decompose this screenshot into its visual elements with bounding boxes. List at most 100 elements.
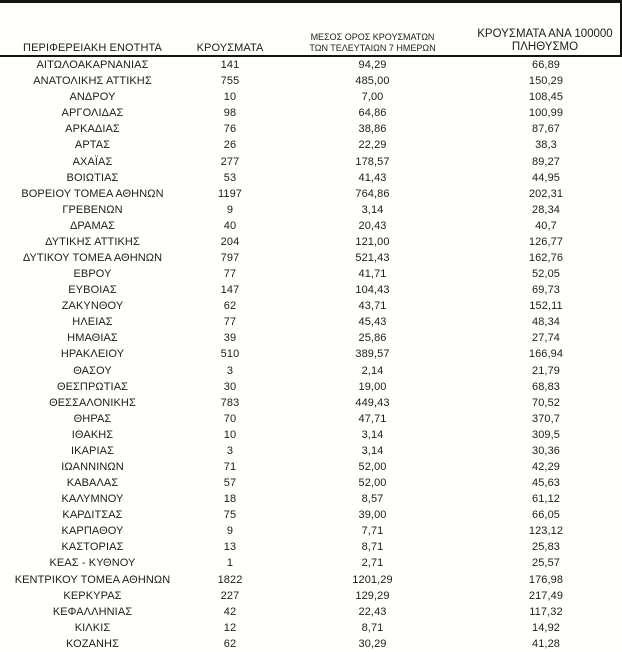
avg7-cell: 449,43	[355, 396, 390, 409]
avg7-cell: 41,71	[358, 268, 387, 281]
per100k-cell: 41,28	[531, 637, 561, 650]
region-cell: ΗΜΑΘΙΑΣ	[67, 332, 118, 345]
per100k-cell: 100,99	[528, 107, 564, 120]
avg7-cell: 8,71	[361, 541, 384, 554]
cases-cell: 1822	[217, 573, 243, 586]
avg7-cell: 20,43	[358, 219, 387, 232]
table-row: ΙΩΑΝΝΙΝΩΝ 71 52,00 42,29	[0, 459, 622, 475]
cases-cell: 77	[223, 268, 237, 281]
cases-cell: 10	[223, 428, 237, 441]
per100k-cell: 166,94	[528, 348, 564, 361]
column-header-cases: ΚΡΟΥΣΜΑΤΑ	[196, 42, 264, 54]
region-cell: ΗΛΕΙΑΣ	[72, 316, 113, 329]
region-cell: ΓΡΕΒΕΝΩΝ	[62, 203, 123, 216]
table-row: ΑΝΔΡΟΥ 10 7,00 108,45	[0, 89, 622, 105]
avg7-cell: 22,43	[358, 605, 387, 618]
region-cell: ΑΙΤΩΛΟΑΚΑΡΝΑΝΙΑΣ	[36, 59, 149, 72]
table-row: ΑΧΑΪΑΣ 277 178,57 89,27	[0, 153, 622, 169]
table-row: ΚΑΣΤΟΡΙΑΣ 13 8,71 25,83	[0, 539, 622, 555]
per100k-cell: 89,27	[531, 155, 561, 168]
cases-cell: 18	[223, 493, 237, 506]
table-row: ΑΡΤΑΣ 26 22,29 38,3	[0, 137, 622, 153]
per100k-cell: 27,74	[531, 332, 561, 345]
cases-cell: 9	[226, 203, 234, 216]
avg7-cell: 52,00	[358, 477, 387, 490]
per100k-cell: 25,57	[531, 557, 561, 570]
avg7-cell: 52,00	[358, 460, 387, 473]
per100k-cell: 70,52	[531, 396, 561, 409]
avg7-cell: 47,71	[358, 412, 387, 425]
avg7-cell: 764,86	[355, 187, 390, 200]
cases-cell: 10	[223, 91, 237, 104]
region-cell: ΘΗΡΑΣ	[73, 412, 112, 425]
region-cell: ΚΙΛΚΙΣ	[74, 621, 111, 634]
region-cell: ΙΚΑΡΙΑΣ	[71, 444, 114, 457]
avg7-cell: 104,43	[355, 284, 390, 297]
avg7-cell: 41,43	[358, 171, 387, 184]
per100k-cell: 48,34	[531, 316, 561, 329]
table-row: ΑΝΑΤΟΛΙΚΗΣ ΑΤΤΙΚΗΣ 755 485,00 150,29	[0, 73, 622, 89]
cases-cell: 70	[223, 412, 237, 425]
cases-cell: 40	[223, 219, 237, 232]
table-row: ΚΕΑΣ - ΚΥΘΝΟΥ 1 2,71 25,57	[0, 555, 622, 571]
avg7-cell: 43,71	[358, 300, 387, 313]
avg7-cell: 22,29	[358, 139, 387, 152]
column-header-per-100000: ΚΡΟΥΣΜΑΤΑ ΑΝΑ 100000 ΠΛΗΘΥΣΜΟ	[470, 28, 620, 54]
cases-cell: 13	[223, 541, 237, 554]
per100k-cell: 14,92	[531, 621, 561, 634]
per100k-cell: 150,29	[528, 75, 564, 88]
cases-cell: 1197	[217, 187, 243, 200]
per100k-cell: 176,98	[528, 573, 564, 586]
avg7-cell: 38,86	[358, 123, 387, 136]
cases-cell: 3	[226, 444, 234, 457]
cases-cell: 1	[226, 557, 234, 570]
cases-cell: 9	[226, 525, 234, 538]
cases-cell: 277	[220, 155, 240, 168]
cases-cell: 510	[220, 348, 240, 361]
cases-cell: 39	[223, 332, 237, 345]
region-cell: ΙΘΑΚΗΣ	[71, 428, 114, 441]
table-row: ΘΗΡΑΣ 70 47,71 370,7	[0, 411, 622, 427]
region-cell: ΙΩΑΝΝΙΝΩΝ	[61, 460, 124, 473]
table-row: ΑΡΚΑΔΙΑΣ 76 38,86 87,67	[0, 121, 622, 137]
region-cell: ΘΑΣΟΥ	[73, 364, 112, 377]
table-row: ΚΕΡΚΥΡΑΣ 227 129,29 217,49	[0, 588, 622, 604]
per100k-cell: 42,29	[531, 460, 561, 473]
region-cell: ΘΕΣΣΑΛΟΝΙΚΗΣ	[49, 396, 136, 409]
table-row: ΒΟΡΕΙΟΥ ΤΟΜΕΑ ΑΘΗΝΩΝ 1197 764,86 202,31	[0, 186, 622, 202]
table-row: ΙΘΑΚΗΣ 10 3,14 309,5	[0, 427, 622, 443]
cases-cell: 3	[226, 364, 234, 377]
column-header-region: ΠΕΡΙΦΕΡΕΙΑΚΗ ΕΝΟΤΗΤΑ	[23, 42, 162, 54]
per100k-cell: 25,83	[531, 541, 561, 554]
avg7-cell: 39,00	[358, 509, 387, 522]
region-cell: ΚΑΡΠΑΘΟΥ	[61, 525, 124, 538]
per100k-cell: 45,63	[531, 477, 561, 490]
per100k-cell: 66,05	[531, 509, 561, 522]
avg7-cell: 2,14	[361, 364, 384, 377]
per100k-cell: 38,3	[535, 139, 557, 152]
cases-cell: 30	[223, 380, 237, 393]
region-cell: ΑΝΑΤΟΛΙΚΗΣ ΑΤΤΙΚΗΣ	[33, 75, 152, 88]
table-row: ΘΕΣΣΑΛΟΝΙΚΗΣ 783 449,43 70,52	[0, 395, 622, 411]
per100k-cell: 69,73	[531, 284, 561, 297]
avg7-cell: 485,00	[355, 75, 390, 88]
table-row: ΕΥΒΟΙΑΣ 147 104,43 69,73	[0, 282, 622, 298]
per100k-cell: 309,5	[531, 428, 561, 441]
per100k-cell: 61,12	[531, 493, 561, 506]
table-row: ΚΕΦΑΛΛΗΝΙΑΣ 42 22,43 117,32	[0, 604, 622, 620]
avg7-cell: 2,71	[361, 557, 384, 570]
table-row: ΔΥΤΙΚΗΣ ΑΤΤΙΚΗΣ 204 121,00 126,77	[0, 234, 622, 250]
table-row: ΑΡΓΟΛΙΔΑΣ 98 64,86 100,99	[0, 105, 622, 121]
per100k-cell: 40,7	[535, 219, 557, 232]
avg7-cell: 3,14	[361, 428, 384, 441]
column-header-7day-average: ΜΕΣΟΣ ΟΡΟΣ ΚΡΟΥΣΜΑΤΩΝ ΤΩΝ ΤΕΛΕΥΤΑΙΩΝ 7 Η…	[275, 32, 470, 54]
region-cell: ΔΥΤΙΚΟΥ ΤΟΜΕΑ ΑΘΗΝΩΝ	[22, 251, 163, 264]
table-row: ΚΑΛΥΜΝΟΥ 18 8,57 61,12	[0, 491, 622, 507]
region-cell: ΚΑΒΑΛΑΣ	[66, 477, 119, 490]
table-row: ΚΑΡΔΙΤΣΑΣ 75 39,00 66,05	[0, 507, 622, 523]
region-cell: ΔΡΑΜΑΣ	[69, 219, 116, 232]
table-row: ΗΛΕΙΑΣ 77 45,43 48,34	[0, 314, 622, 330]
region-cell: ΚΟΖΑΝΗΣ	[66, 637, 119, 650]
avg7-cell: 7,71	[361, 525, 384, 538]
